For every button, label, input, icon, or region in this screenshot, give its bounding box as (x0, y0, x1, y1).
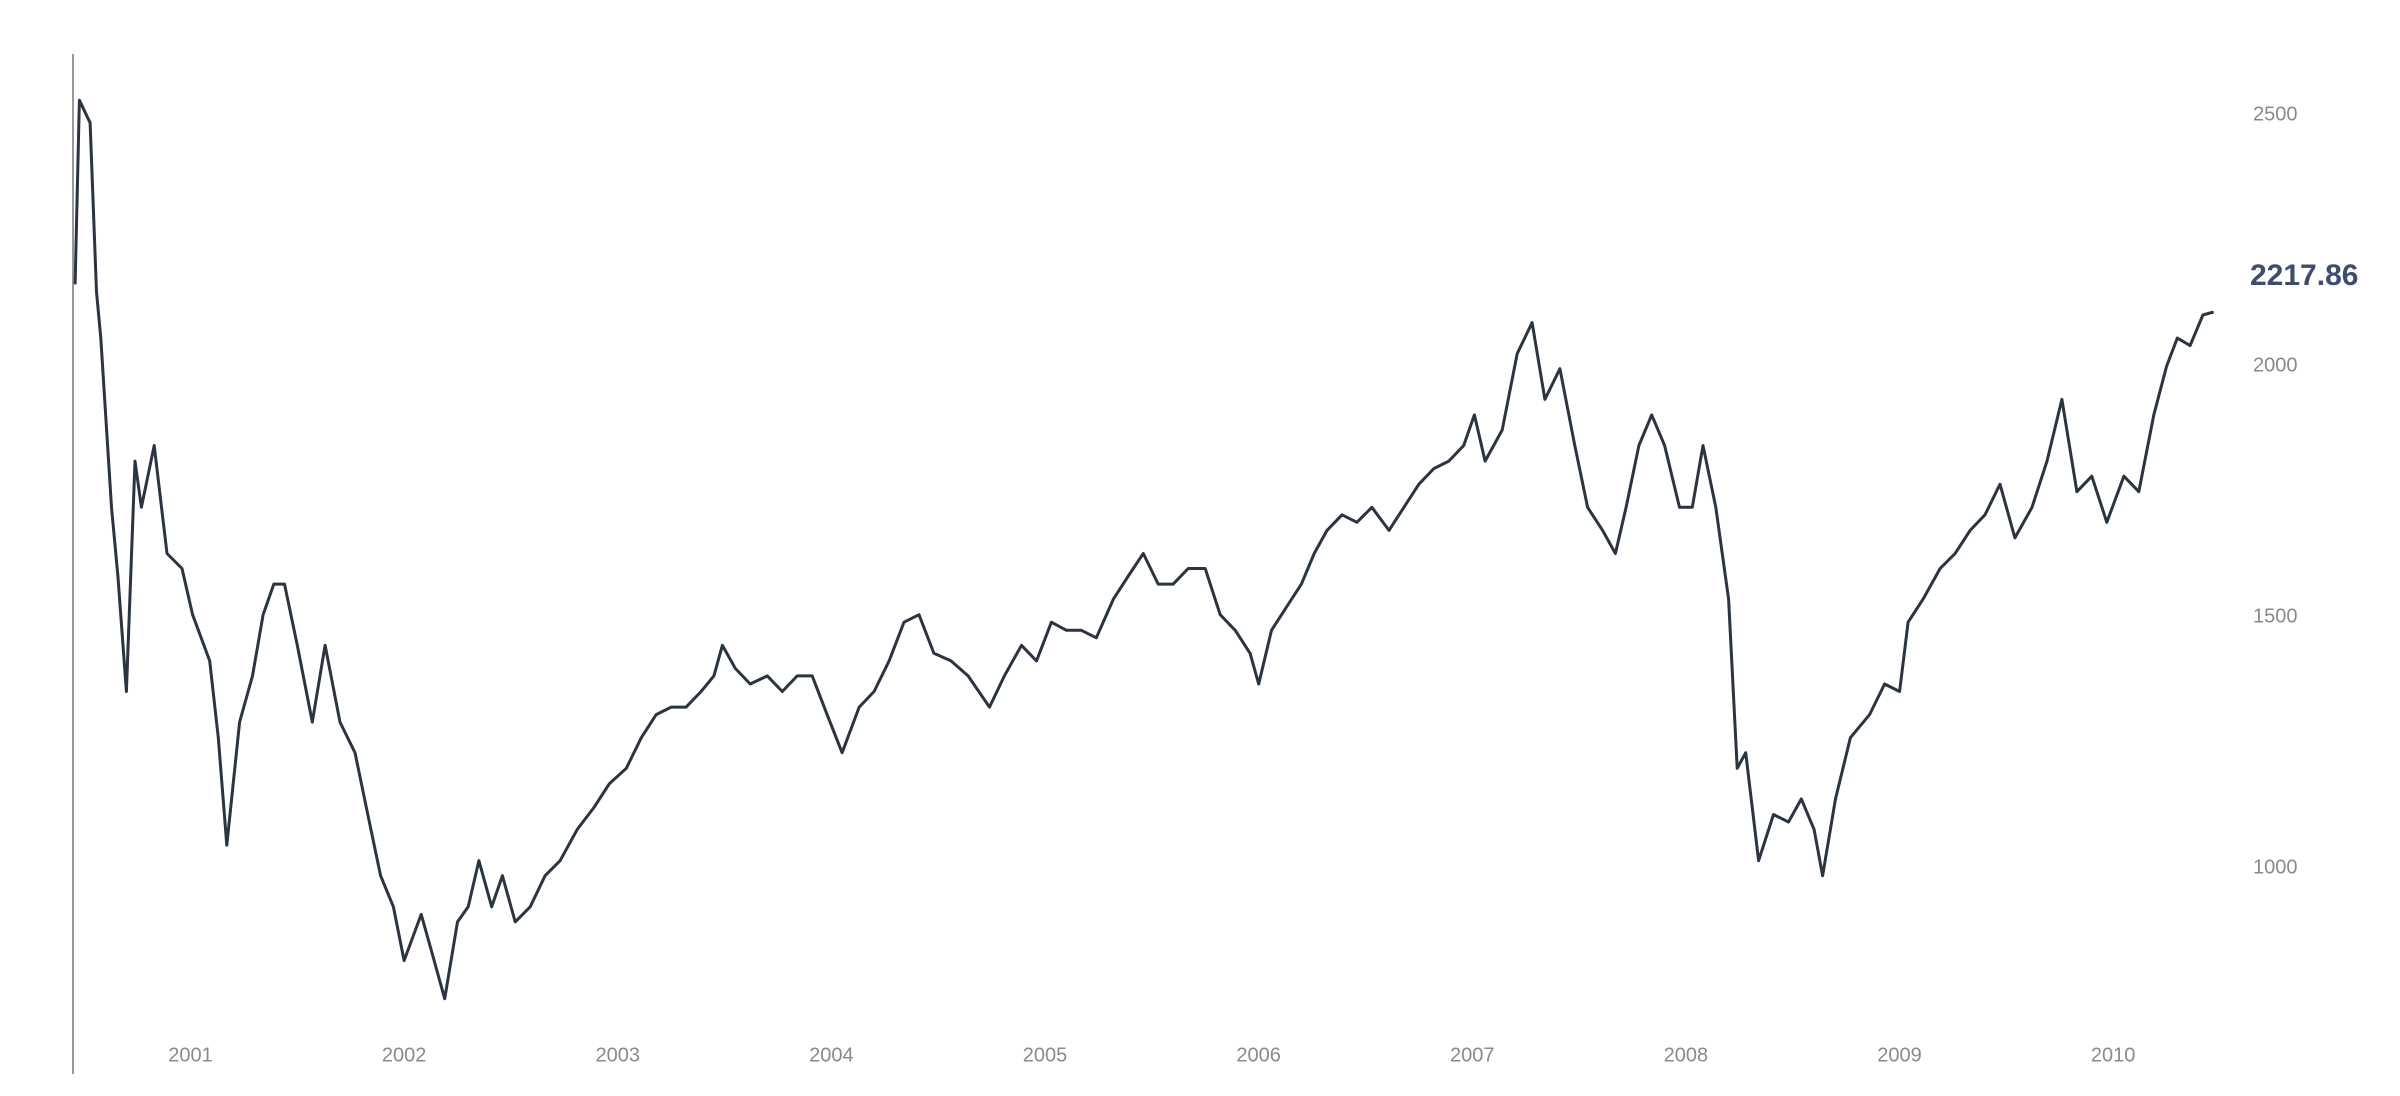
x-tick-label: 2009 (1877, 1044, 1922, 1066)
x-tick-label: 2010 (2091, 1044, 2136, 1066)
y-tick-label: 1000 (2253, 856, 2298, 878)
x-tick-label: 2002 (382, 1044, 427, 1066)
price-line (73, 98, 2215, 1001)
last-value-label: 2217.86 (2250, 259, 2358, 292)
y-tick-label: 2000 (2253, 355, 2298, 377)
x-tick-label: 2003 (596, 1044, 641, 1066)
y-tick-label: 1500 (2253, 605, 2298, 627)
x-tick-label: 2001 (168, 1044, 213, 1066)
x-tick-label: 2004 (809, 1044, 854, 1066)
y-tick-label: 2500 (2253, 104, 2298, 126)
x-tick-label: 2006 (1236, 1044, 1281, 1066)
x-tick-label: 2008 (1664, 1044, 1709, 1066)
x-tick-label: 2005 (1023, 1044, 1068, 1066)
x-tick-label: 2007 (1450, 1044, 1495, 1066)
